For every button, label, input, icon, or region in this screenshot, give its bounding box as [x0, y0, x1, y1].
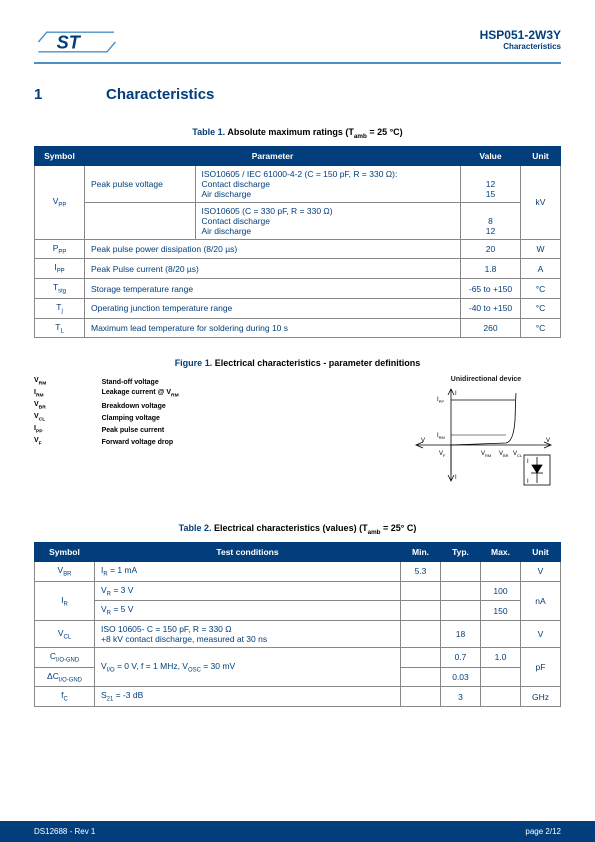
definition-row: VFForward voltage drop	[34, 436, 385, 448]
section-heading: 1 Characteristics	[34, 86, 561, 103]
definition-row: VCLClamping voltage	[34, 412, 385, 424]
table-row: Tj Operating junction temperature range …	[35, 298, 561, 318]
t1-h-unit: Unit	[521, 146, 561, 165]
section-number: 1	[34, 86, 106, 103]
header-right: HSP051-2W3Y Characteristics	[480, 28, 561, 51]
svg-text:I: I	[455, 475, 457, 481]
svg-text:I: I	[527, 479, 529, 485]
table-row: CI/O-GND VI/O = 0 V, f = 1 MHz, VOSC = 3…	[35, 648, 561, 668]
footer-right: page 2/12	[525, 827, 561, 836]
svg-text:IPP: IPP	[437, 397, 444, 404]
footer-left: DS12688 - Rev 1	[34, 827, 95, 836]
table-row: Tstg Storage temperature range -65 to +1…	[35, 279, 561, 299]
table1-caption-label: Table 1.	[192, 127, 225, 137]
page-header: ST HSP051-2W3Y Characteristics	[34, 28, 561, 56]
table-row: fC S21 = -3 dB 3 GHz	[35, 687, 561, 707]
part-number: HSP051-2W3Y	[480, 28, 561, 42]
definition-row: VRMStand-off voltage	[34, 376, 385, 388]
table-row: VPP Peak pulse voltage ISO10605 / IEC 61…	[35, 165, 561, 202]
table-row: TL Maximum lead temperature for solderin…	[35, 318, 561, 338]
t1-h-symbol: Symbol	[35, 146, 85, 165]
svg-text:ST: ST	[57, 32, 82, 52]
t1-h-param: Parameter	[85, 146, 461, 165]
table1-caption: Table 1. Absolute maximum ratings (Tamb …	[34, 127, 561, 140]
figure1-caption-label: Figure 1.	[175, 358, 213, 368]
table2: Symbol Test conditions Min. Typ. Max. Un…	[34, 542, 561, 707]
definition-row: IPPPeak pulse current	[34, 424, 385, 436]
figure1-diagram: Unidirectional device	[411, 376, 561, 497]
svg-text:I: I	[455, 391, 457, 397]
svg-text:V: V	[421, 438, 425, 444]
st-logo: ST	[34, 28, 124, 56]
svg-text:VF: VF	[439, 451, 446, 458]
table-row: IR VR = 3 V 100 nA	[35, 581, 561, 601]
svg-text:VRM: VRM	[481, 451, 491, 458]
svg-text:I: I	[527, 459, 529, 465]
table-row: VR = 5 V 150	[35, 601, 561, 621]
table1: Symbol Parameter Value Unit VPP Peak pul…	[34, 146, 561, 338]
definition-row: VBRBreakdown voltage	[34, 400, 385, 412]
table-row: PPP Peak pulse power dissipation (8/20 µ…	[35, 239, 561, 259]
svg-text:VCL: VCL	[513, 451, 523, 458]
figure1-caption: Figure 1. Electrical characteristics - p…	[34, 358, 561, 368]
table2-caption-label: Table 2.	[179, 523, 212, 533]
svg-text:IRM: IRM	[437, 433, 445, 440]
table-row: VBR IR = 1 mA 5.3 V	[35, 562, 561, 582]
svg-text:V: V	[546, 438, 550, 444]
figure1-definitions: VRMStand-off voltageIRMLeakage current @…	[34, 376, 385, 448]
section-title: Characteristics	[106, 86, 214, 103]
table-row: ISO10605 (C = 330 pF, R = 330 Ω)Contact …	[35, 202, 561, 239]
definition-row: IRMLeakage current @ VRM	[34, 388, 385, 400]
header-rule	[34, 62, 561, 64]
page-footer: DS12688 - Rev 1 page 2/12	[0, 821, 595, 842]
table-row: VCL ISO 10605- C = 150 pF, R = 330 Ω+8 k…	[35, 621, 561, 648]
table2-caption: Table 2. Electrical characteristics (val…	[34, 523, 561, 536]
svg-text:VBR: VBR	[499, 451, 509, 458]
header-subtitle: Characteristics	[480, 42, 561, 51]
t1-h-value: Value	[461, 146, 521, 165]
table-row: IPP Peak Pulse current (8/20 µs) 1.8 A	[35, 259, 561, 279]
figure1: VRMStand-off voltageIRMLeakage current @…	[34, 376, 561, 497]
